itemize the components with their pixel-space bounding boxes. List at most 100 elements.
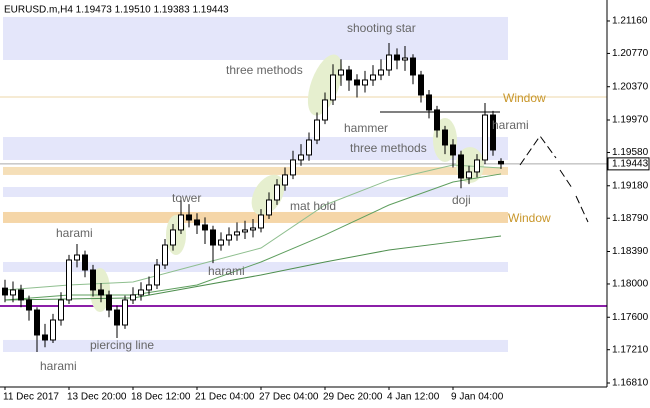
- chart-title: EURUSD.m,H4 1.19473 1.19510 1.19383 1.19…: [4, 5, 229, 16]
- y-tick-label: 1.17210: [612, 344, 649, 355]
- candle-body: [10, 289, 16, 296]
- candle-body: [266, 199, 272, 216]
- plot: [2, 42, 504, 352]
- candle-body: [282, 174, 288, 186]
- candle-body: [426, 94, 432, 111]
- candle-body: [82, 254, 88, 271]
- background: [0, 16, 607, 352]
- candle-body: [362, 79, 368, 86]
- x-tick-label: 13 Dec 20:00: [67, 392, 127, 403]
- candle-body: [210, 229, 216, 246]
- annotation: doji: [452, 193, 471, 207]
- candle-body: [354, 79, 360, 86]
- annotation: harami: [492, 118, 529, 132]
- candle-body: [306, 139, 312, 156]
- candle-body: [290, 159, 296, 176]
- candle-body: [410, 57, 416, 76]
- x-tick-label: 4 Jan 12:00: [387, 392, 440, 403]
- y-tick-label: 1.18390: [612, 246, 649, 257]
- candle-body: [98, 289, 104, 296]
- y-tick-label: 1.18790: [612, 213, 649, 224]
- candle-body: [466, 171, 472, 179]
- x-tick-label: 21 Dec 04:00: [195, 392, 255, 403]
- candle-body: [122, 299, 128, 326]
- candle-body: [322, 99, 328, 121]
- candle-body: [242, 229, 248, 233]
- annotation: hammer: [344, 121, 388, 135]
- candle-body: [106, 294, 112, 311]
- candle-body: [434, 109, 440, 131]
- moving-average: [4, 173, 502, 301]
- annotation: harami: [56, 226, 93, 240]
- candle-body: [162, 244, 168, 266]
- candle-body: [498, 160, 504, 165]
- candle-body: [178, 214, 184, 231]
- y-tick-label: 1.19180: [612, 180, 649, 191]
- candle-body: [386, 54, 392, 71]
- candle-body: [2, 287, 8, 296]
- candle-body: [250, 227, 256, 231]
- candle-body: [170, 229, 176, 246]
- candle-body: [338, 69, 344, 76]
- candle-body: [458, 154, 464, 179]
- y-tick-label: 1.18000: [612, 279, 649, 290]
- candle-body: [450, 144, 456, 156]
- candle-body: [42, 334, 48, 341]
- candle-body: [258, 214, 264, 229]
- candle-body: [146, 284, 152, 291]
- y-tick-label: 1.20370: [612, 81, 649, 92]
- annotation: Window: [503, 91, 546, 105]
- zone: [3, 136, 508, 160]
- annotation: harami: [40, 359, 77, 373]
- x-tick-label: 29 Dec 20:00: [323, 392, 383, 403]
- candle-body: [314, 119, 320, 141]
- y-tick-label: 1.19580: [612, 147, 649, 158]
- y-tick-label: 1.19970: [612, 115, 649, 126]
- y-tick-label: 1.17600: [612, 312, 649, 323]
- annotation: harami: [208, 264, 245, 278]
- candle-body: [482, 114, 488, 161]
- candle-body: [394, 54, 400, 61]
- annotation: tower: [172, 191, 201, 205]
- zone: [3, 339, 508, 352]
- projection: [519, 135, 589, 223]
- annotation: three methods: [226, 63, 303, 77]
- zone: [3, 261, 508, 272]
- candle-body: [34, 309, 40, 336]
- candle-body: [18, 289, 24, 301]
- candle-body: [130, 294, 136, 301]
- annotation: Window: [508, 211, 551, 225]
- candle-body: [202, 224, 208, 231]
- candle-body: [26, 299, 32, 311]
- candle-body: [346, 69, 352, 81]
- last-price-label: 1.19443: [612, 159, 649, 170]
- candle-body: [186, 214, 192, 221]
- candle-body: [114, 309, 120, 326]
- annotation: three methods: [350, 141, 427, 155]
- zone: [3, 16, 508, 61]
- last-price-box: [607, 157, 650, 171]
- candle-body: [138, 289, 144, 296]
- candle-body: [218, 239, 224, 246]
- candle-body: [378, 69, 384, 76]
- annotation: piercing line: [90, 338, 154, 352]
- candle-body: [58, 299, 64, 321]
- candle-body: [274, 184, 280, 201]
- candle-body: [442, 129, 448, 146]
- candle-body: [418, 74, 424, 96]
- candle-body: [226, 234, 232, 241]
- candle-body: [194, 219, 200, 226]
- x-tick-label: 27 Dec 04:00: [259, 392, 319, 403]
- x-tick-label: 11 Dec 2017: [3, 392, 59, 403]
- candle-body: [402, 57, 408, 61]
- candle-body: [234, 231, 240, 236]
- annotation: shooting star: [347, 21, 416, 35]
- candle-body: [90, 269, 96, 291]
- candle-body: [490, 114, 496, 151]
- candle-body: [66, 259, 72, 301]
- x-tick-label: 9 Jan 04:00: [451, 392, 504, 403]
- highlight: [307, 54, 343, 116]
- candle-body: [50, 319, 56, 341]
- candle-body: [330, 74, 336, 101]
